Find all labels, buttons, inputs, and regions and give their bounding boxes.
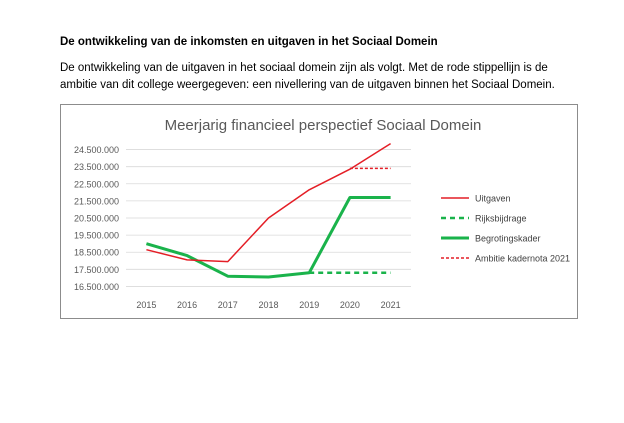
x-tick-label: 2018: [258, 300, 278, 310]
x-tick-label: 2019: [299, 300, 319, 310]
y-tick-label: 19.500.000: [74, 231, 119, 241]
y-tick-label: 17.500.000: [74, 265, 119, 275]
paragraph-line-1: De ontwikkeling van de uitgaven in het s…: [60, 62, 548, 74]
section-heading: De ontwikkeling van de inkomsten en uitg…: [60, 36, 438, 48]
intro-paragraph: De ontwikkeling van de uitgaven in het s…: [60, 60, 580, 94]
legend-label: Ambitie kadernota 2021: [475, 254, 570, 264]
x-tick-label: 2021: [381, 300, 401, 310]
chart-legend: Uitgaven Rijksbijdrage Begrotingskader Ambi…: [441, 194, 570, 264]
y-tick-label: 23.500.000: [74, 162, 119, 172]
y-tick-label: 21.500.000: [74, 196, 119, 206]
y-tick-label: 22.500.000: [74, 179, 119, 189]
x-tick-label: 2015: [136, 300, 156, 310]
chart-container: Meerjarig financieel perspectief Sociaal…: [60, 104, 578, 319]
y-tick-label: 20.500.000: [74, 214, 119, 224]
line-chart: Meerjarig financieel perspectief Sociaal…: [74, 117, 570, 310]
series-line-begrotingskader: [145, 196, 391, 279]
paragraph-line-2: ambitie van dit college weergegeven: een…: [60, 79, 555, 91]
x-axis-labels: 2015 2016 2017 2018 2019 2020 2021: [136, 300, 400, 310]
series-line-uitgaven: [146, 142, 391, 263]
x-tick-label: 2016: [177, 300, 197, 310]
legend-label: Rijksbijdrage: [475, 214, 527, 224]
chart-series: [145, 142, 391, 279]
legend-label: Uitgaven: [475, 194, 511, 204]
legend-label: Begrotingskader: [475, 234, 541, 244]
chart-title: Meerjarig financieel perspectief Sociaal…: [165, 117, 482, 134]
x-tick-label: 2017: [218, 300, 238, 310]
y-tick-label: 24.500.000: [74, 145, 119, 155]
y-tick-label: 16.500.000: [74, 282, 119, 292]
y-tick-label: 18.500.000: [74, 248, 119, 258]
x-tick-label: 2020: [340, 300, 360, 310]
y-axis-labels: 16.500.000 17.500.000 18.500.000 19.500.000…: [74, 145, 119, 292]
